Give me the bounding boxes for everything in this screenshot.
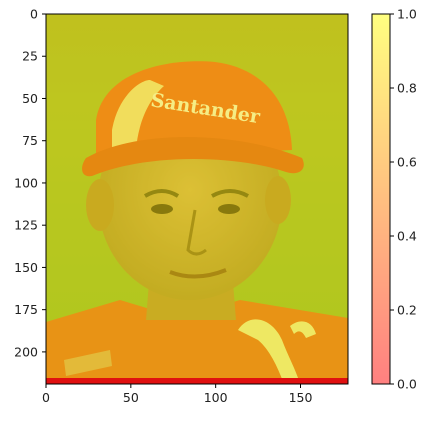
colorbar-tick-label: 1.0 xyxy=(397,7,417,22)
colorbar-tick-label: 0.8 xyxy=(397,81,417,96)
colorbar-tick-label: 0.4 xyxy=(397,229,417,244)
colormap-overlay xyxy=(46,14,348,384)
y-tick-label: 25 xyxy=(22,49,38,64)
mouth xyxy=(169,268,227,279)
x-axis: 0 50 100 150 xyxy=(42,384,312,405)
x-tick-label: 100 xyxy=(204,390,228,405)
colorbar xyxy=(372,14,390,384)
y-tick-label: 175 xyxy=(14,302,38,317)
left-eye xyxy=(151,204,173,214)
colorbar-tick-label: 0.2 xyxy=(397,303,417,318)
left-eyebrow xyxy=(143,189,180,198)
y-tick-label: 75 xyxy=(22,133,38,148)
cap-brim xyxy=(82,136,304,177)
x-tick-label: 0 xyxy=(42,390,50,405)
colorbar-tick-label: 0.6 xyxy=(397,155,417,170)
shirt-patch xyxy=(64,350,112,376)
shirt-emblem xyxy=(238,319,300,384)
colorbar-axis: 0.0 0.2 0.4 0.6 0.8 1.0 xyxy=(390,7,417,392)
y-tick-label: 200 xyxy=(14,344,38,359)
shirt-emblem-2 xyxy=(290,321,316,338)
y-tick-label: 150 xyxy=(14,260,38,275)
y-tick-label: 100 xyxy=(14,175,38,190)
colorbar-tick-label: 0.0 xyxy=(397,377,417,392)
x-tick-label: 50 xyxy=(123,390,139,405)
y-tick-label: 50 xyxy=(22,91,38,106)
image-panel: Santander xyxy=(46,14,348,384)
right-eye xyxy=(218,204,240,214)
colorbar-frame xyxy=(371,13,391,385)
left-ear xyxy=(86,179,114,231)
shirt xyxy=(46,300,348,384)
right-ear xyxy=(265,176,291,224)
y-axis: 0 25 50 75 100 125 150 175 200 xyxy=(14,7,46,359)
right-eyebrow xyxy=(211,189,249,198)
overlay-bottom-row xyxy=(46,378,348,384)
plot-frame xyxy=(45,13,349,385)
nose xyxy=(186,209,207,256)
y-tick-label: 125 xyxy=(14,218,38,233)
cap-stripe xyxy=(112,80,164,154)
y-tick-label: 0 xyxy=(30,7,38,22)
x-tick-label: 150 xyxy=(289,390,313,405)
